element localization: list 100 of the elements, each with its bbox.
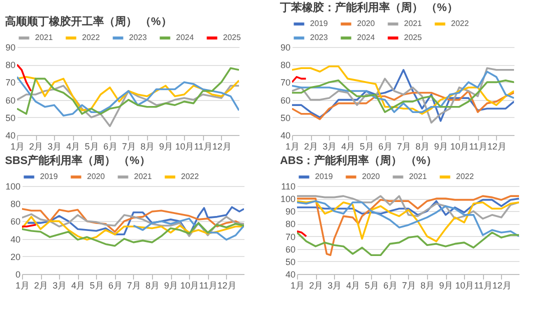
y-tick-label: 50 xyxy=(5,112,16,123)
x-tick-label: 4月 xyxy=(341,142,356,152)
legend-label: 2019 xyxy=(315,172,334,181)
line-series xyxy=(297,232,519,256)
y-tick-label: 80 xyxy=(10,199,20,210)
line-series xyxy=(22,222,244,247)
legend-label: 2020 xyxy=(357,19,376,28)
x-tick-label: 10月 xyxy=(180,280,200,290)
x-tick-label: 7月 xyxy=(122,142,136,152)
x-tick-label: 2月 xyxy=(304,142,318,152)
y-tick-label: 90 xyxy=(5,42,16,52)
line-series xyxy=(22,213,244,238)
legend-label: 2025 xyxy=(223,33,242,42)
y-tick-label: 50 xyxy=(280,112,290,123)
x-tick-label: 9月 xyxy=(164,280,178,290)
legend-label: 2025 xyxy=(404,33,422,42)
x-tick-label: 8月 xyxy=(420,280,435,290)
y-tick-label: 80 xyxy=(285,219,296,230)
x-tick-label: 9月 xyxy=(434,142,448,152)
legend-label: 2023 xyxy=(310,33,328,42)
x-tick-label: 3月 xyxy=(322,142,337,152)
x-tick-label: 5月 xyxy=(364,280,379,290)
y-tick-label: 90 xyxy=(285,206,296,217)
line-series xyxy=(17,64,32,92)
x-tick-label: 5月 xyxy=(90,280,104,290)
x-tick-label: 4月 xyxy=(71,280,86,290)
x-tick-label: 6月 xyxy=(103,142,118,152)
x-tick-label: 1月 xyxy=(15,280,30,290)
legend-label: 2020 xyxy=(362,172,380,181)
x-tick-label: 9月 xyxy=(159,142,174,152)
x-tick-label: 7月 xyxy=(402,280,416,290)
line-series xyxy=(132,218,244,241)
y-tick-label: 60 xyxy=(280,95,290,106)
chart-title: 高顺顺丁橡胶开工率（周） （%） xyxy=(4,15,172,28)
chart-title: ABS：产能利用率（周） （%） xyxy=(280,154,438,167)
legend-label: 2024 xyxy=(176,33,194,42)
x-tick-label: 11月 xyxy=(194,142,212,152)
x-tick-label: 12月 xyxy=(212,142,232,152)
legend-label: 2022 xyxy=(456,172,474,181)
y-tick-label: 70 xyxy=(5,78,16,88)
x-tick-label: 11月 xyxy=(474,280,492,290)
line-series xyxy=(17,84,239,128)
line-series xyxy=(297,195,519,220)
legend-label: 2023 xyxy=(129,33,148,42)
x-tick-label: 12月 xyxy=(492,280,512,290)
y-tick-label: 100 xyxy=(280,194,296,204)
x-tick-label: 5月 xyxy=(360,142,374,152)
legend-label: 2021 xyxy=(409,172,428,181)
x-tick-label: 7月 xyxy=(396,142,411,152)
x-tick-label: 11月 xyxy=(199,280,218,290)
chart-title: SBS产能利用率（周） （%） xyxy=(4,154,150,167)
line-series xyxy=(297,198,519,216)
x-tick-label: 12月 xyxy=(217,280,236,290)
y-tick-label: 80 xyxy=(280,60,290,70)
y-tick-label: 80 xyxy=(5,60,16,70)
x-tick-label: 5月 xyxy=(84,142,99,152)
y-tick-label: 110 xyxy=(281,182,296,192)
y-tick-label: 60 xyxy=(285,244,296,254)
x-tick-label: 2月 xyxy=(34,280,48,290)
line-series xyxy=(26,206,244,236)
x-tick-label: 3月 xyxy=(52,280,67,290)
line-series xyxy=(297,195,519,256)
x-tick-label: 2月 xyxy=(309,280,324,290)
y-tick-label: 40 xyxy=(5,130,16,140)
y-tick-label: 60 xyxy=(10,216,20,227)
x-tick-label: 3月 xyxy=(328,280,342,290)
x-tick-label: 8月 xyxy=(140,142,155,152)
legend-label: 2022 xyxy=(451,19,470,28)
x-tick-label: 8月 xyxy=(146,280,160,290)
line-series xyxy=(22,216,244,241)
y-tick-label: 40 xyxy=(10,234,20,244)
line-series xyxy=(17,67,239,115)
x-tick-label: 9月 xyxy=(439,280,454,290)
legend-label: 2022 xyxy=(82,33,100,42)
legend-label: 2019 xyxy=(310,19,328,28)
x-tick-label: 10月 xyxy=(175,142,194,152)
y-tick-label: 40 xyxy=(280,130,290,140)
legend-label: 2020 xyxy=(87,172,106,181)
legend-label: 2021 xyxy=(134,172,152,181)
line-series xyxy=(292,90,514,120)
x-tick-label: 7月 xyxy=(126,280,141,290)
x-tick-label: 1月 xyxy=(285,142,300,152)
y-tick-label: 50 xyxy=(285,256,296,267)
x-tick-label: 6月 xyxy=(383,280,398,290)
x-tick-label: 12月 xyxy=(487,142,506,152)
chart-title: 丁苯橡胶：产能利用率（周） （%） xyxy=(278,1,458,14)
x-tick-label: 4月 xyxy=(346,280,360,290)
y-tick-label: 90 xyxy=(280,42,290,52)
line-series xyxy=(292,80,514,114)
y-tick-label: 40 xyxy=(285,270,296,280)
x-tick-label: 10月 xyxy=(450,142,470,152)
y-tick-label: 100 xyxy=(5,182,20,192)
x-tick-label: 4月 xyxy=(66,142,80,152)
legend-label: 2024 xyxy=(357,33,376,42)
x-tick-label: 1月 xyxy=(290,280,305,290)
x-tick-label: 8月 xyxy=(416,142,430,152)
x-tick-label: 3月 xyxy=(48,142,62,152)
y-tick-label: 20 xyxy=(10,252,20,262)
y-tick-label: 70 xyxy=(285,232,296,242)
legend-label: 2022 xyxy=(181,172,200,181)
